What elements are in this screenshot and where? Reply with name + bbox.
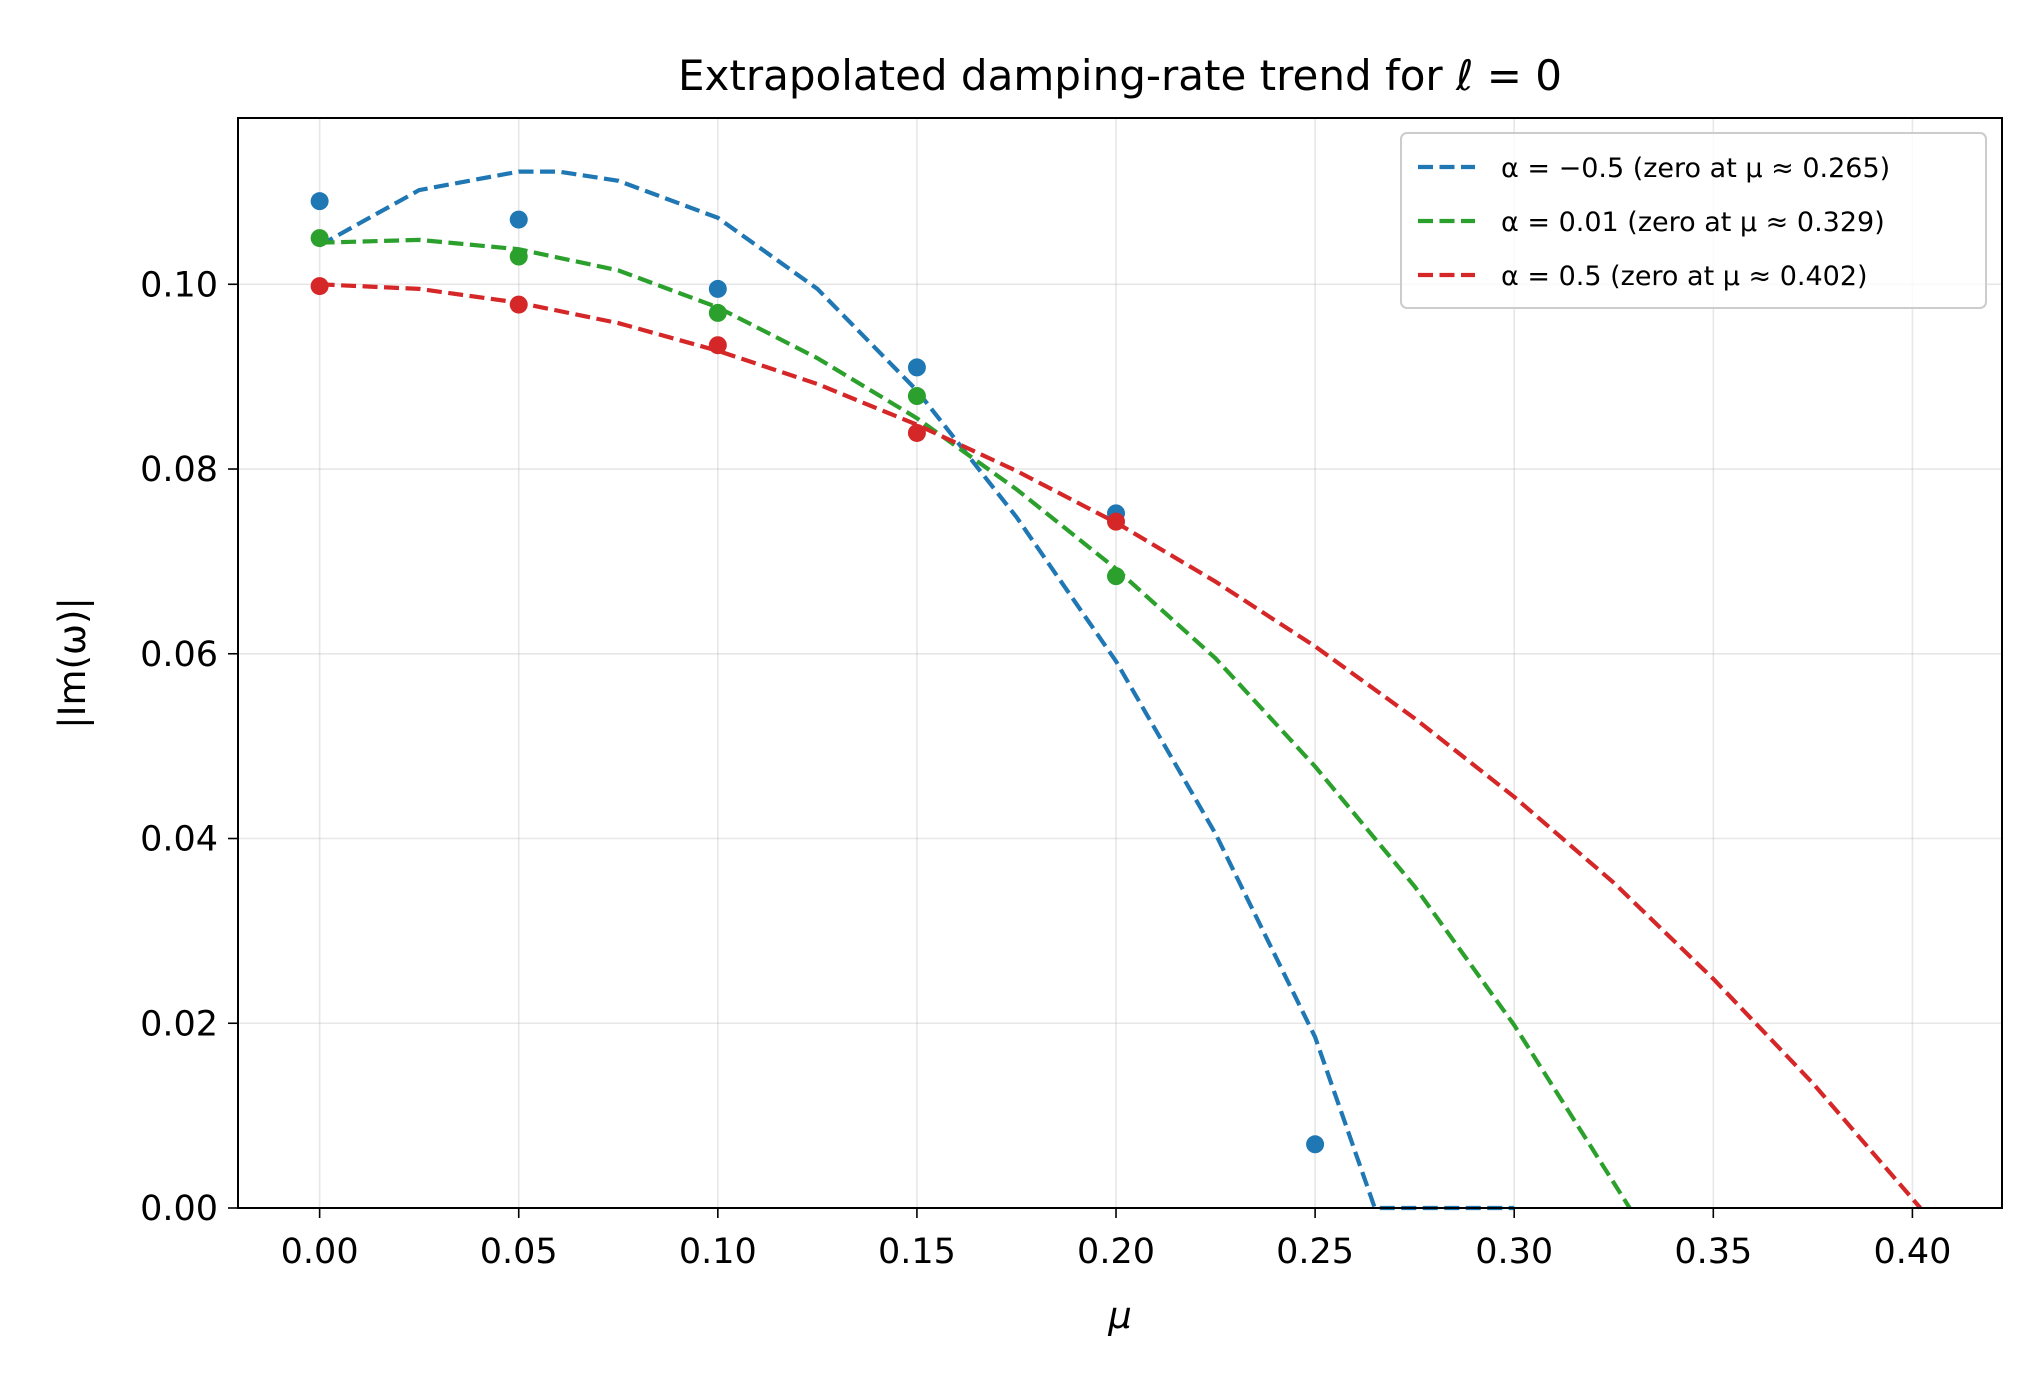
x-tick-label: 0.30: [1475, 1232, 1553, 1272]
legend-entry: α = −0.5 (zero at μ ≈ 0.265): [1501, 153, 1890, 184]
x-tick-label: 0.40: [1873, 1232, 1951, 1272]
data-point: [509, 247, 528, 266]
chart-title: Extrapolated damping-rate trend for ℓ = …: [678, 51, 1562, 100]
x-tick-label: 0.35: [1674, 1232, 1752, 1272]
data-point: [1107, 567, 1126, 586]
data-point: [708, 336, 727, 355]
plot-frame: [237, 117, 2003, 1209]
y-tick-label: 0.06: [140, 635, 218, 675]
legend-entry: α = 0.5 (zero at μ ≈ 0.402): [1501, 261, 1868, 292]
data-points: [310, 192, 1325, 1154]
data-point: [907, 387, 926, 406]
data-point: [907, 358, 926, 377]
data-point: [907, 423, 926, 442]
legend: α = −0.5 (zero at μ ≈ 0.265) α = 0.01 (ze…: [1400, 132, 1987, 309]
y-tick-label: 0.04: [140, 820, 218, 860]
x-axis-label: μ: [1107, 1294, 1132, 1337]
fit-curve: [319, 237, 1632, 1210]
data-point: [1306, 1135, 1325, 1154]
data-point: [509, 295, 528, 314]
data-point: [310, 192, 329, 211]
data-point: [1107, 512, 1126, 531]
fit-curve: [318, 169, 1515, 1211]
x-tick-label: 0.10: [679, 1232, 757, 1272]
data-point: [509, 210, 528, 229]
x-tick-label: 0.05: [480, 1232, 558, 1272]
y-tick-label: 0.10: [140, 265, 218, 305]
data-point: [310, 277, 329, 296]
x-tick-label: 0.25: [1276, 1232, 1354, 1272]
axis-ticks: 0.00 0.05 0.10 0.15 0.20 0.25 0.30 0.35 0.40 0.00…: [140, 265, 1951, 1272]
legend-entry: α = 0.01 (zero at μ ≈ 0.329): [1501, 207, 1885, 238]
y-tick-label: 0.02: [140, 1004, 218, 1044]
y-tick-label: 0.08: [140, 450, 218, 490]
x-tick-label: 0.20: [1077, 1232, 1155, 1272]
y-axis-label: |Im(ω)|: [51, 597, 94, 729]
y-tick-label: 0.00: [140, 1189, 218, 1229]
x-tick-label: 0.15: [878, 1232, 956, 1272]
legend-box: [1400, 132, 1987, 309]
data-point: [708, 303, 727, 322]
data-point: [708, 279, 727, 298]
x-tick-label: 0.00: [281, 1232, 359, 1272]
data-point: [310, 229, 329, 248]
